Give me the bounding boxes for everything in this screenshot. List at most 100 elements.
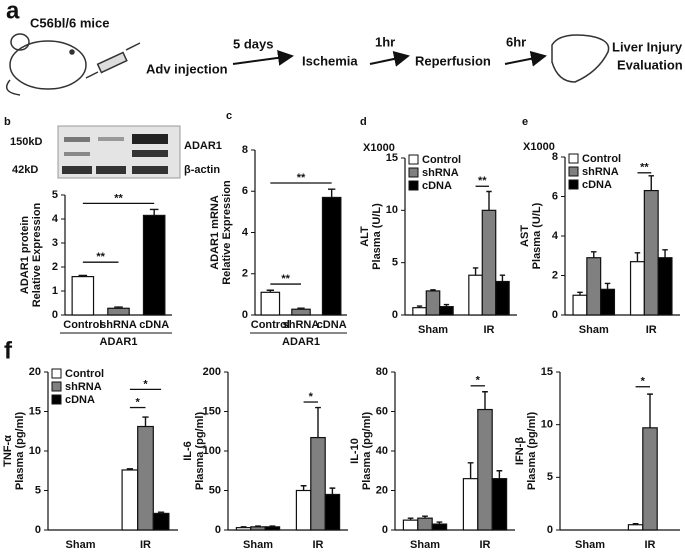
legend-swatch (408, 180, 419, 191)
legend-label: shRNA (582, 166, 619, 178)
legend-label: shRNA (422, 167, 459, 179)
error-bar (315, 406, 321, 438)
group-label: ADAR1 (100, 336, 138, 348)
arrow (504, 50, 547, 67)
error-bar (126, 468, 134, 470)
legend-label: cDNA (582, 179, 612, 191)
error-bar (634, 252, 641, 262)
y-axis-label: Plasma (U/L) (531, 202, 543, 269)
bar (412, 307, 427, 316)
y-axis-label: IFN-β (514, 437, 526, 465)
x-tick-label: Sham (66, 539, 96, 551)
y-axis-label: Plasma (U/L) (371, 203, 383, 270)
error-bar (472, 267, 479, 276)
legend-swatch (51, 381, 62, 392)
bar (600, 288, 616, 316)
band-label: β-actin (184, 164, 220, 176)
x-tick-label: IR (313, 539, 324, 551)
y-tick-label: 1 (52, 285, 58, 297)
y-tick-label: 3 (52, 237, 58, 249)
legend-label: Control (422, 154, 461, 166)
step-label: Ischemia (302, 53, 358, 68)
panel-label: b (4, 116, 11, 128)
error-bar (467, 462, 474, 479)
y-tick-label: 15 (386, 152, 398, 164)
bar (642, 427, 658, 531)
y-tick-label: 0 (215, 524, 221, 536)
legend-label: Control (65, 368, 104, 380)
error-bar (240, 526, 247, 528)
panel-label: c (226, 110, 232, 122)
panel-label: e (522, 116, 528, 128)
mouse-label: C56bl/6 mice (30, 15, 110, 30)
error-bar (496, 470, 503, 479)
error-bar (327, 188, 336, 198)
significance-label: * (143, 378, 148, 390)
x-tick-label: IR (645, 539, 656, 551)
error-bar (142, 416, 149, 427)
y-axis-label: ADAR1 protein (19, 216, 31, 295)
significance-label: ** (478, 175, 487, 187)
axis-multiplier: X1000 (363, 142, 395, 154)
bar (431, 523, 448, 531)
significance-label: * (476, 375, 481, 387)
bar (462, 478, 479, 531)
bar (107, 307, 130, 316)
y-tick-label: 10 (29, 445, 41, 457)
bar (477, 408, 493, 531)
y-tick-label: 5 (547, 471, 553, 483)
error-bar (416, 305, 423, 308)
significance-label: ** (297, 172, 306, 184)
y-axis-label: ADAR1 mRNA (209, 195, 221, 270)
y-tick-label: 2 (552, 269, 558, 281)
western-blot: 150kD 42kD ADAR1 β-actin (10, 125, 222, 179)
error-bar (269, 525, 276, 527)
marker-label: 150kD (10, 136, 42, 148)
significance-label: ** (114, 192, 123, 204)
y-tick-label: 10 (386, 204, 398, 216)
bar (495, 280, 510, 316)
legend-swatch (51, 394, 62, 405)
y-tick-label: 80 (376, 366, 388, 378)
bar (572, 294, 588, 316)
marker-label: 42kD (12, 164, 38, 176)
bar (586, 257, 602, 316)
legend-swatch (51, 368, 62, 379)
y-tick-label: 5 (52, 189, 58, 201)
x-tick-label: IR (140, 539, 151, 551)
error-bar (255, 525, 261, 527)
result-label: Evaluation (617, 57, 683, 72)
legend-swatch (408, 154, 419, 165)
y-axis-label: Plasma (pg/ml) (194, 412, 206, 491)
x-tick-label: Sham (418, 324, 448, 336)
error-bar (114, 306, 123, 309)
error-bar (590, 251, 597, 258)
panel-label: a (6, 0, 20, 24)
error-bar (632, 522, 639, 525)
error-bar (647, 393, 653, 428)
legend-label: cDNA (422, 180, 452, 192)
error-bar (78, 274, 88, 277)
y-tick-label: 15 (29, 405, 41, 417)
bar (310, 436, 326, 531)
x-tick-label: Control (63, 319, 102, 331)
bar (468, 274, 483, 316)
y-tick-label: 20 (29, 366, 41, 378)
bar (137, 425, 154, 531)
y-axis-label: TNF-α (2, 435, 14, 467)
y-tick-label: 15 (541, 366, 553, 378)
panel-label: d (360, 116, 367, 128)
significance-label: * (641, 376, 646, 388)
axis-multiplier: X1000 (523, 141, 555, 153)
error-bar (297, 307, 305, 310)
bar (627, 524, 644, 531)
bar (481, 209, 497, 316)
x-tick-label: Sham (410, 539, 440, 551)
bar (629, 261, 645, 316)
bar (121, 469, 139, 531)
bar (264, 526, 281, 531)
workflow: a C56bl/6 mice Adv injection 5 days Isch… (5, 0, 683, 96)
y-tick-label: 0 (382, 524, 388, 536)
error-bar (149, 208, 159, 216)
